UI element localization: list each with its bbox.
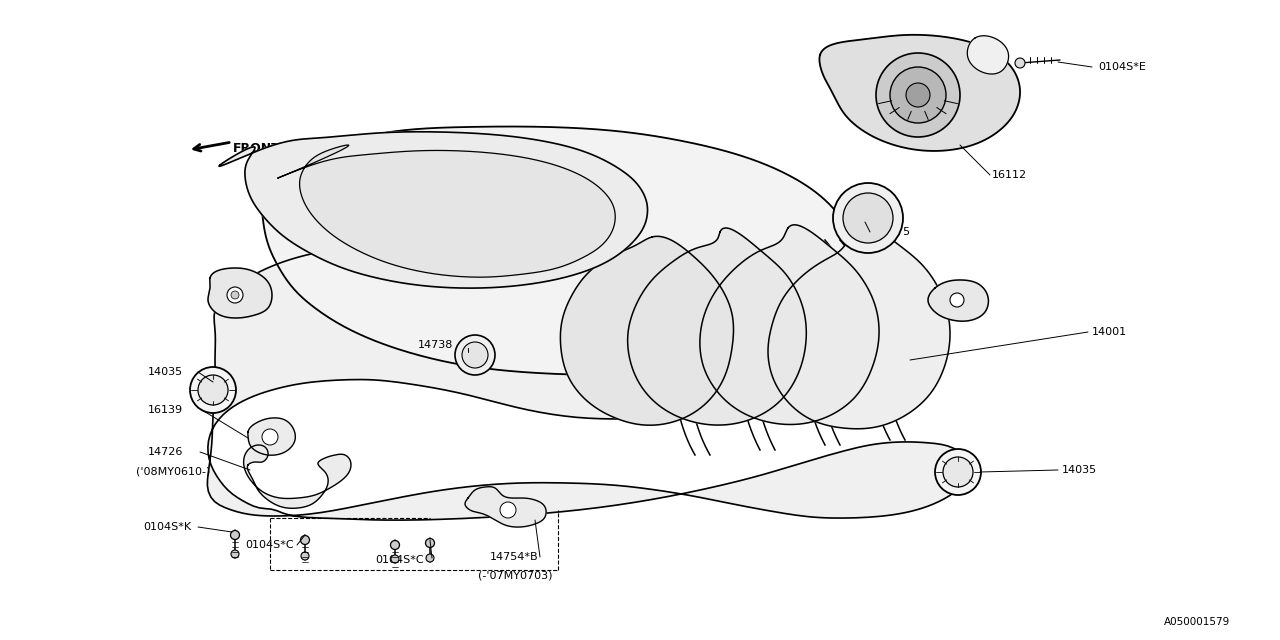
Circle shape	[1015, 58, 1025, 68]
Circle shape	[454, 335, 495, 375]
Text: 14001: 14001	[1092, 327, 1128, 337]
Text: 0104S*C: 0104S*C	[244, 540, 293, 550]
Circle shape	[833, 183, 902, 253]
Text: 14754*B: 14754*B	[490, 552, 539, 562]
Polygon shape	[819, 35, 1020, 151]
Text: ('08MY0610-): ('08MY0610-)	[136, 467, 210, 477]
Circle shape	[943, 457, 973, 487]
Polygon shape	[243, 445, 351, 508]
Polygon shape	[768, 223, 950, 429]
Circle shape	[390, 555, 399, 563]
Circle shape	[890, 67, 946, 123]
Polygon shape	[278, 145, 616, 277]
Circle shape	[301, 552, 308, 560]
Circle shape	[227, 287, 243, 303]
Text: A050001579: A050001579	[1164, 617, 1230, 627]
Circle shape	[230, 550, 239, 558]
Polygon shape	[207, 268, 273, 318]
Polygon shape	[207, 242, 968, 520]
Polygon shape	[700, 225, 879, 424]
Text: FRONT: FRONT	[233, 141, 280, 154]
Text: 14726: 14726	[148, 447, 183, 457]
Circle shape	[934, 449, 980, 495]
Polygon shape	[465, 486, 547, 527]
Circle shape	[844, 193, 893, 243]
Polygon shape	[248, 418, 296, 455]
Circle shape	[262, 429, 278, 445]
Circle shape	[230, 291, 239, 299]
Circle shape	[301, 536, 310, 545]
Circle shape	[390, 541, 399, 550]
Circle shape	[198, 375, 228, 405]
Circle shape	[462, 342, 488, 368]
Text: 0104S*C: 0104S*C	[375, 555, 424, 565]
Circle shape	[906, 83, 931, 107]
Polygon shape	[219, 132, 648, 288]
Text: 14738: 14738	[419, 340, 453, 350]
Text: 0104S*E: 0104S*E	[1098, 62, 1146, 72]
Text: 0104S*K: 0104S*K	[143, 522, 191, 532]
Circle shape	[876, 53, 960, 137]
Text: (-'07MY0703): (-'07MY0703)	[477, 570, 553, 580]
Text: 14035: 14035	[1062, 465, 1097, 475]
Polygon shape	[968, 36, 1009, 74]
Circle shape	[189, 367, 236, 413]
Text: 16112: 16112	[992, 170, 1027, 180]
Text: 16139: 16139	[148, 405, 183, 415]
Circle shape	[950, 293, 964, 307]
Circle shape	[230, 531, 239, 540]
Polygon shape	[928, 280, 988, 321]
Text: 16175: 16175	[876, 227, 911, 237]
Polygon shape	[262, 127, 852, 375]
Text: 14035: 14035	[148, 367, 183, 377]
Circle shape	[500, 502, 516, 518]
Polygon shape	[561, 236, 733, 425]
Polygon shape	[627, 228, 806, 425]
Circle shape	[425, 538, 434, 547]
Circle shape	[426, 554, 434, 562]
